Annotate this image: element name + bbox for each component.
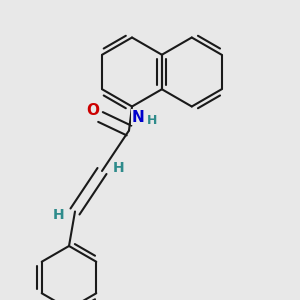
Text: H: H: [53, 208, 64, 221]
Text: O: O: [86, 103, 100, 118]
Text: N: N: [132, 110, 144, 124]
Text: H: H: [147, 114, 157, 128]
Text: H: H: [113, 161, 124, 175]
